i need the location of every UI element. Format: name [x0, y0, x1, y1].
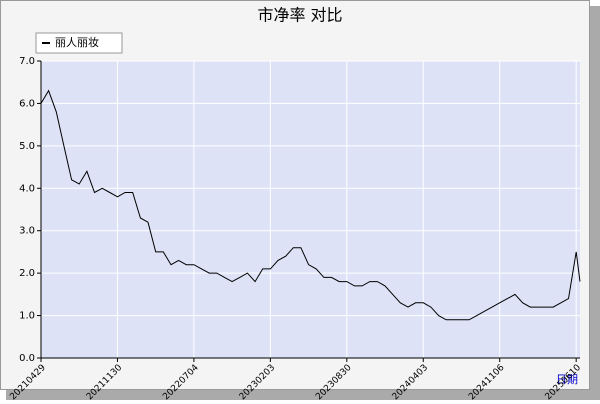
legend-label: 丽人丽妆	[55, 36, 99, 49]
y-tick-label: 3.0	[19, 226, 35, 237]
line-series	[40, 89, 581, 321]
shadow	[590, 6, 600, 400]
legend-box	[35, 32, 123, 54]
x-axis-label: 日期	[556, 373, 578, 386]
y-tick-label: 7.0	[19, 56, 35, 67]
y-tick-label: 5.0	[19, 141, 35, 152]
y-tick-label: 4.0	[19, 183, 35, 194]
y-tick-label: 0.0	[19, 353, 35, 364]
chart-title: 市净率 对比	[257, 6, 342, 25]
shadow	[6, 390, 600, 400]
plot-area	[41, 61, 580, 358]
y-tick-label: 6.0	[19, 98, 35, 109]
y-tick-label: 2.0	[19, 268, 35, 279]
y-tick-label: 1.0	[19, 311, 35, 322]
